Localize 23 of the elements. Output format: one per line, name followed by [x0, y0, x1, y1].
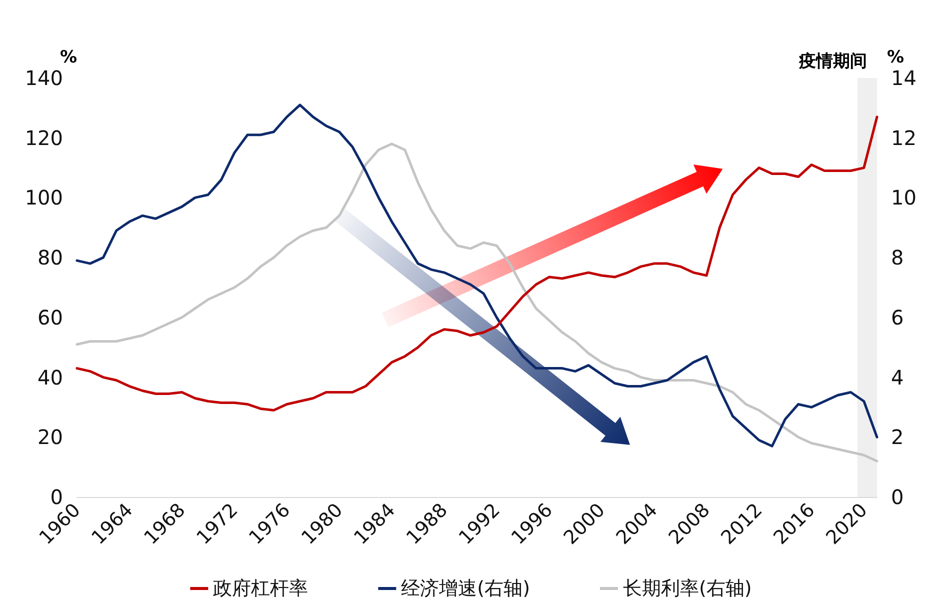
y-tick-label: 0: [50, 485, 63, 509]
y2-tick-label: 10: [891, 186, 916, 210]
y-tick-label: 20: [38, 425, 63, 450]
y2-tick-label: 0: [891, 485, 904, 509]
y2-tick-label: 12: [891, 126, 916, 150]
y2-tick-label: 4: [891, 365, 904, 390]
y-axis-title: %: [60, 48, 77, 68]
y2-tick-label: 14: [891, 66, 916, 90]
y-tick-label: 100: [24, 186, 63, 210]
y-tick-label: 120: [24, 126, 63, 150]
line-series: [76, 142, 878, 462]
y2-axis-title: %: [887, 48, 904, 68]
legend-label: 经济增速(右轴): [401, 578, 530, 600]
y2-tick-label: 6: [891, 305, 904, 330]
y-tick-label: 60: [38, 305, 63, 330]
legend-label: 长期利率(右轴): [623, 578, 752, 600]
band-label: 疫情期间: [798, 52, 868, 72]
y-tick-label: 140: [24, 66, 63, 90]
y2-tick-label: 2: [891, 425, 904, 450]
legend-label: 政府杠杆率: [213, 578, 308, 600]
y2-tick-label: 8: [891, 246, 904, 270]
y-tick-label: 40: [38, 365, 63, 390]
y-tick-label: 80: [38, 246, 63, 270]
